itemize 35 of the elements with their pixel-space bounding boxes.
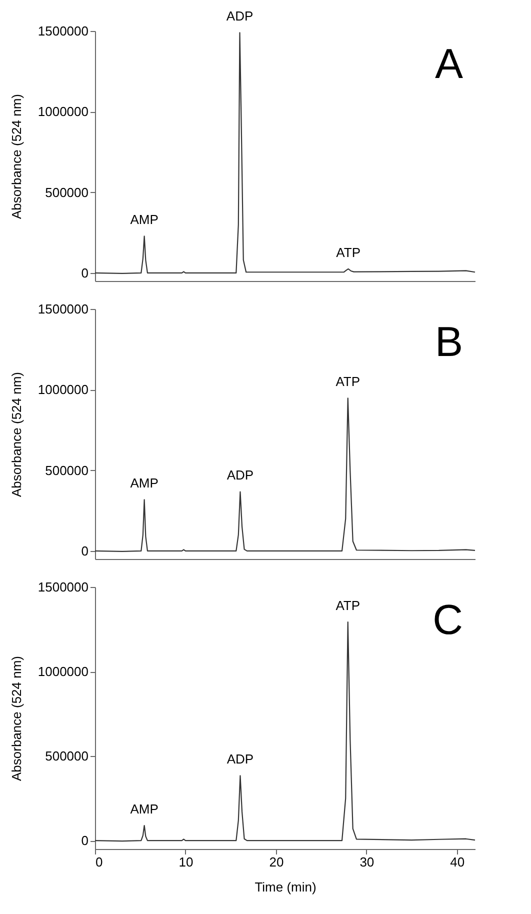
y-tick-label: 0 xyxy=(81,265,88,280)
y-tick-label: 500000 xyxy=(45,462,88,478)
annotation: AMP xyxy=(130,212,158,228)
x-axis-title: Time (min) xyxy=(254,880,316,894)
y-tick-label: 500000 xyxy=(45,184,88,200)
line-series xyxy=(94,32,476,274)
y-axis-title: Absorbance (524 nm) xyxy=(8,94,24,220)
x-tick-label: 20 xyxy=(269,854,284,870)
y-tick-label: 1000000 xyxy=(38,382,88,398)
y-axis-title: Absorbance (524 nm) xyxy=(8,372,24,498)
chart-title: C xyxy=(432,596,463,643)
y-tick-label: 1500000 xyxy=(38,302,88,316)
annotation: AMP xyxy=(130,476,158,491)
x-tick-label: 40 xyxy=(450,854,465,870)
line-series xyxy=(94,398,476,552)
annotation: ATP xyxy=(336,244,360,260)
annotation: ADP xyxy=(226,8,254,24)
annotation: ADP xyxy=(226,468,254,483)
y-tick-label: 0 xyxy=(81,833,88,848)
y-tick-label: 1500000 xyxy=(38,24,88,38)
y-tick-label: 1000000 xyxy=(38,104,88,120)
y-axis-title: Absorbance (524 nm) xyxy=(8,656,24,782)
annotation: ATP xyxy=(336,598,360,613)
y-tick-label: 1500000 xyxy=(38,580,88,594)
chart-title: B xyxy=(434,318,463,365)
x-tick-label: 0 xyxy=(96,854,103,870)
annotation: AMP xyxy=(130,802,158,817)
y-tick-label: 500000 xyxy=(45,748,88,764)
y-tick-label: 0 xyxy=(81,543,88,558)
x-tick-label: 30 xyxy=(360,854,374,870)
x-tick-label: 10 xyxy=(178,854,194,870)
y-tick-label: 1000000 xyxy=(38,664,88,680)
annotation: ADP xyxy=(226,752,254,767)
chart-title: A xyxy=(434,40,463,87)
annotation: ATP xyxy=(336,374,360,390)
